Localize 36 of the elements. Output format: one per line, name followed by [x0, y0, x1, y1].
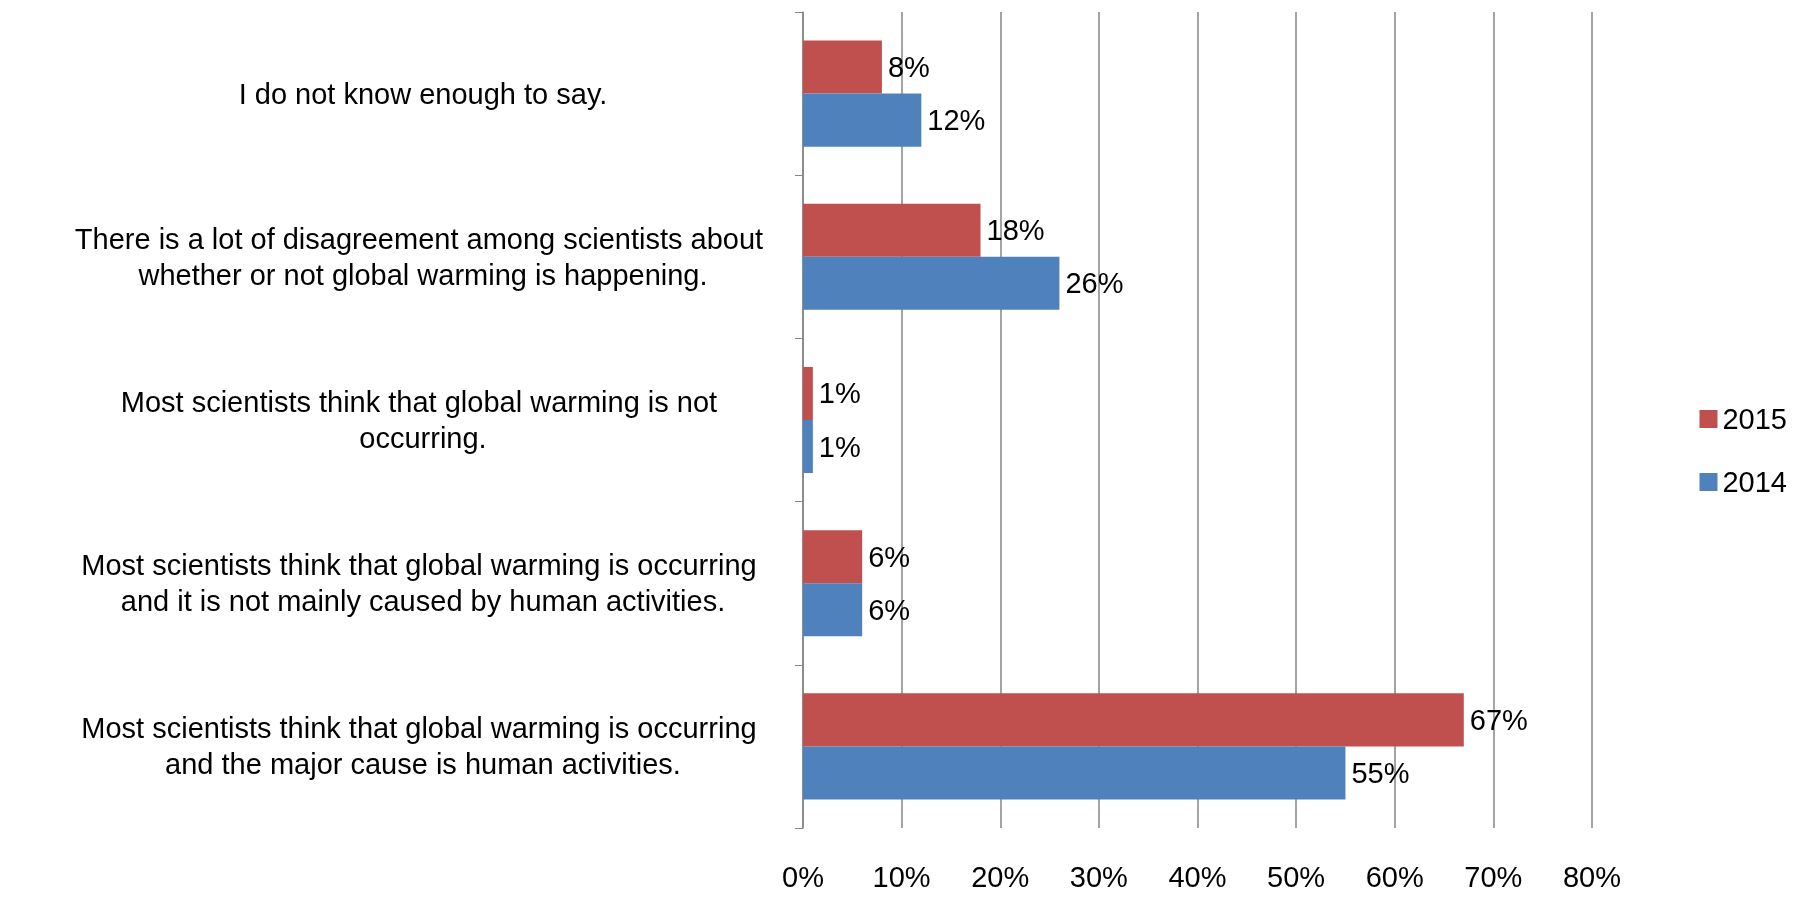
y-tick-label: Most scientists think that global warming is occurring and it is not mainly caused by human activities.	[81, 549, 765, 618]
legend-label: 2015	[1722, 403, 1787, 435]
x-tick-label: 20%	[971, 860, 1030, 893]
legend-label: 2014	[1722, 466, 1787, 498]
y-tick-label: Most scientists think that global warming is not occurring.	[120, 386, 726, 454]
y-tick-label: There is a lot of disagreement among scientists about whether or not global warming is happening.	[74, 222, 772, 291]
data-label: 6%	[868, 540, 911, 573]
y-tick-label: I do not know enough to say.	[238, 77, 608, 110]
bar	[803, 203, 981, 257]
data-label: 67%	[1469, 703, 1528, 736]
bar	[803, 530, 863, 584]
x-tick-label: 80%	[1562, 860, 1622, 893]
bar	[803, 40, 882, 94]
data-label: 55%	[1351, 756, 1410, 789]
bar	[803, 420, 813, 474]
x-tick-label: 10%	[872, 860, 931, 893]
bar	[803, 256, 1060, 310]
x-tick-label: 60%	[1365, 860, 1424, 893]
x-tick-label: 70%	[1464, 860, 1523, 893]
data-label: 8%	[887, 51, 930, 84]
data-label: 18%	[986, 214, 1045, 247]
bar	[803, 583, 863, 637]
x-tick-label: 40%	[1168, 860, 1227, 893]
bar	[803, 366, 813, 420]
bar	[803, 693, 1464, 747]
data-label: 26%	[1065, 267, 1124, 300]
x-tick-label: 50%	[1267, 860, 1326, 893]
x-tick-label: 0%	[782, 860, 824, 893]
bar	[803, 746, 1346, 800]
bar	[803, 93, 922, 147]
data-label: 1%	[818, 430, 861, 463]
x-tick-label: 30%	[1069, 860, 1128, 893]
data-label: 6%	[868, 593, 911, 626]
data-label: 1%	[818, 377, 861, 410]
y-tick-label: Most scientists think that global warming is occurring and the major cause is human activities.	[81, 712, 765, 781]
data-label: 12%	[927, 104, 986, 137]
